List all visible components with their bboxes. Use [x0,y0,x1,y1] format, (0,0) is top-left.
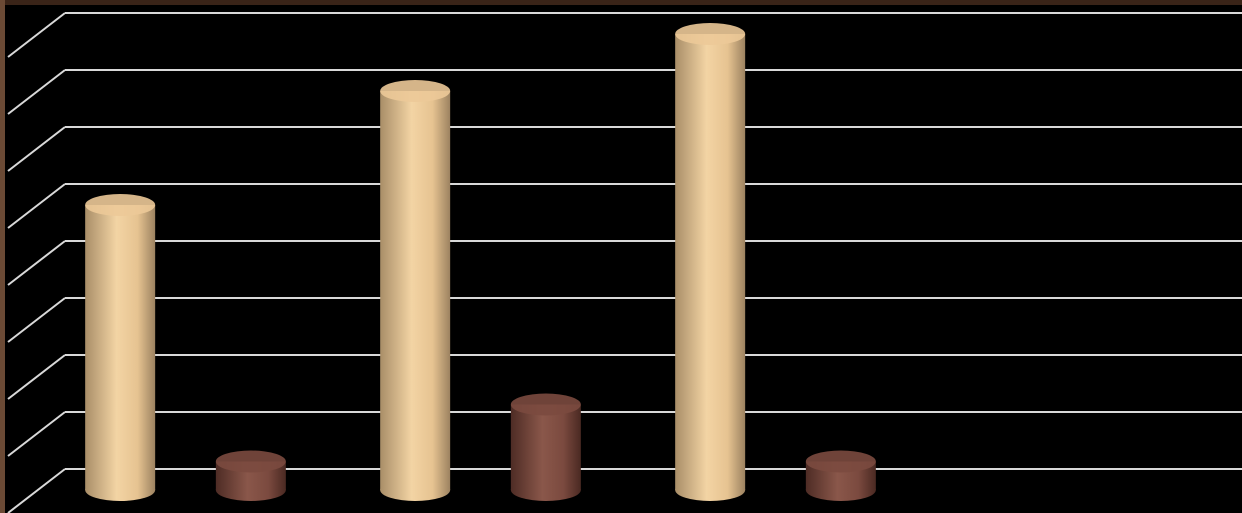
bar-top [380,80,451,102]
wall-grid-line [7,240,66,286]
bar-top [510,393,581,416]
bar [510,393,581,501]
wall-grid-line [7,297,66,343]
bar-body [510,404,581,490]
bar-top [215,450,286,473]
wall-grid-line [7,69,66,115]
bar-top [675,23,746,45]
bar-body [380,91,451,490]
top-strip [0,0,1242,5]
bar [380,80,451,501]
wall-grid-line [7,468,66,513]
bar [215,450,286,501]
wall-grid-line [7,411,66,457]
wall-grid-line [7,126,66,172]
bar-body [85,205,156,490]
bar [805,450,876,501]
bar [675,23,746,501]
left-strip [0,0,5,513]
bar-body [675,34,746,490]
bar-top [805,450,876,473]
bar-top [85,194,156,216]
wall-grid-line [7,12,66,58]
wall-grid-line [7,183,66,229]
bar [85,194,156,501]
wall-grid-line [7,354,66,400]
